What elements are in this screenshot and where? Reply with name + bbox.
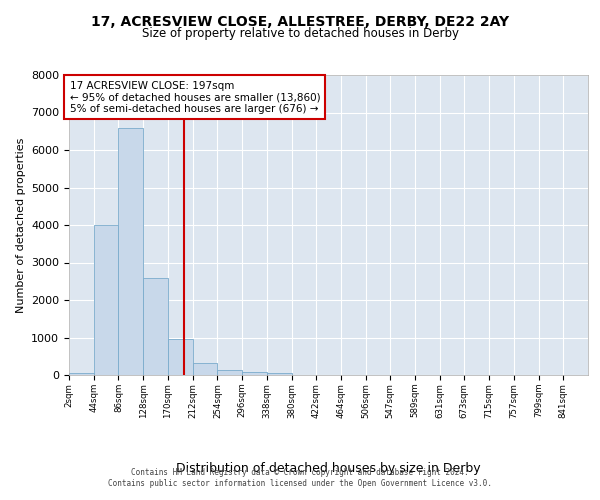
Text: Size of property relative to detached houses in Derby: Size of property relative to detached ho…: [142, 28, 458, 40]
Bar: [69, 373, 94, 375]
Bar: [143, 278, 168, 375]
Y-axis label: Number of detached properties: Number of detached properties: [16, 138, 26, 312]
X-axis label: Distribution of detached houses by size in Derby: Distribution of detached houses by size …: [176, 462, 481, 475]
Bar: [94, 225, 118, 375]
Bar: [168, 338, 193, 375]
Text: Contains HM Land Registry data © Crown copyright and database right 2024.
Contai: Contains HM Land Registry data © Crown c…: [108, 468, 492, 487]
Bar: [118, 128, 143, 375]
Bar: [193, 362, 217, 375]
Bar: [267, 373, 292, 375]
Bar: [242, 372, 267, 375]
Text: 17 ACRESVIEW CLOSE: 197sqm
← 95% of detached houses are smaller (13,860)
5% of s: 17 ACRESVIEW CLOSE: 197sqm ← 95% of deta…: [70, 80, 320, 114]
Bar: [217, 370, 242, 375]
Text: 17, ACRESVIEW CLOSE, ALLESTREE, DERBY, DE22 2AY: 17, ACRESVIEW CLOSE, ALLESTREE, DERBY, D…: [91, 15, 509, 29]
